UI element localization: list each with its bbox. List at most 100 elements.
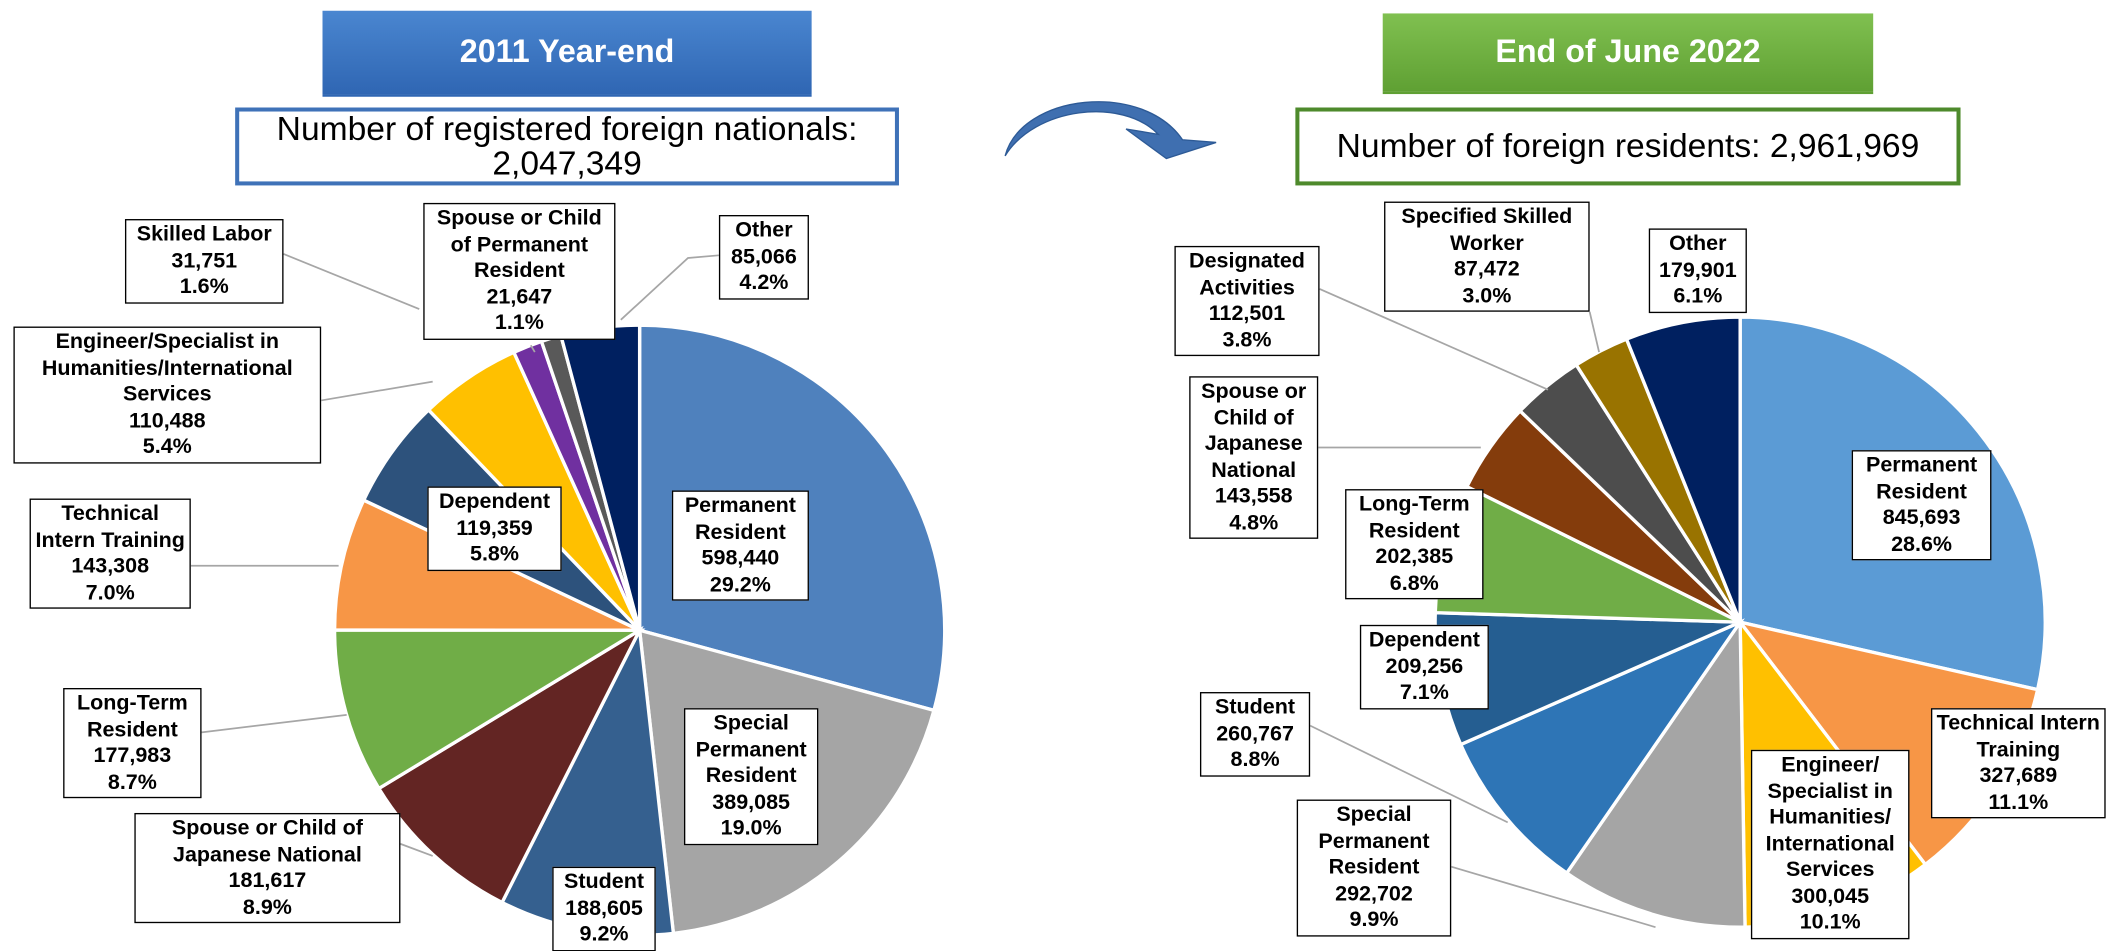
percent-label: 10.1% <box>1799 911 1861 934</box>
value-label: 179,901 <box>1658 258 1737 282</box>
value-label: 327,689 <box>1979 764 2058 788</box>
percent-label: 29.2% <box>709 573 771 596</box>
value-label: 119,359 <box>456 516 533 540</box>
value-label: 112,501 <box>1208 302 1286 326</box>
category-name: Dependent <box>1368 628 1480 652</box>
data-label: Dependent 119,359 5.8% <box>427 486 562 571</box>
leader-line <box>201 714 347 734</box>
category-name: Skilled Labor <box>136 223 272 246</box>
value-label: 85,066 <box>731 245 797 269</box>
value-label: 209,256 <box>1385 655 1464 678</box>
value-label: 188,605 <box>565 896 643 920</box>
category-name: Special Permanent Resident <box>1318 803 1430 879</box>
value-label: 300,045 <box>1791 884 1870 908</box>
leader-line <box>1319 288 1549 391</box>
category-name: Engineer/Specialist in Humanities/Intern… <box>41 330 293 406</box>
pie-slice <box>332 628 646 791</box>
data-label: Specified Skilled Worker 87,472 3.0% <box>1384 201 1590 312</box>
value-label: 260,767 <box>1216 722 1294 746</box>
value-label: 845,693 <box>1882 506 1961 530</box>
category-name: Spouse or Child of Japanese National <box>1201 380 1307 482</box>
percent-label: 11.1% <box>1988 790 2049 814</box>
leader-line <box>1588 311 1600 353</box>
value-label: 87,472 <box>1453 258 1520 281</box>
percent-label: 3.0% <box>1462 284 1512 308</box>
data-label: Other 85,066 4.2% <box>718 215 809 299</box>
pie-slice <box>1458 618 1745 876</box>
data-label: Spouse or Child of Permanent Resident 21,… <box>423 202 616 340</box>
data-label: Dependent 209,256 7.1% <box>1359 624 1489 709</box>
category-name: Spouse or Child of Permanent Resident <box>436 206 602 283</box>
data-label: Permanent Resident 845,693 28.6% <box>1851 450 1992 561</box>
pie-slice <box>1624 315 1742 623</box>
percent-label: 4.2% <box>739 271 789 295</box>
arrow <box>1004 101 1217 160</box>
category-name: Permanent Resident <box>684 494 796 544</box>
category-name: Engineer/ Specialist in Humanities/ Inte… <box>1765 753 1895 882</box>
category-name: Technical Intern Training <box>1936 712 2100 762</box>
value-label: 31,751 <box>171 249 238 273</box>
data-label: Engineer/ Specialist in Humanities/ Inte… <box>1750 749 1910 939</box>
leader-line <box>1309 724 1509 824</box>
data-label: Spouse or Child of Japanese National 181,… <box>134 812 401 924</box>
data-label: Spouse or Child of Japanese National 143,… <box>1189 376 1319 539</box>
data-label: Long-Term Resident 177,983 8.7% <box>63 688 202 799</box>
value-label: 177,983 <box>93 744 172 768</box>
percent-label: 9.2% <box>579 923 629 946</box>
value-label: 143,308 <box>71 554 150 578</box>
category-name: Student <box>563 870 645 894</box>
data-label: Student 260,767 8.8% <box>1199 692 1311 777</box>
percent-label: 1.6% <box>179 275 229 299</box>
percent-label: 8.8% <box>1230 748 1280 772</box>
percent-label: 5.8% <box>469 542 520 566</box>
category-name: Specified Skilled Worker <box>1401 205 1573 255</box>
value-label: 110,488 <box>129 409 206 433</box>
value-label: 292,702 <box>1335 882 1413 906</box>
percent-label: 8.7% <box>107 770 157 794</box>
category-name: Permanent Resident <box>1865 454 1978 504</box>
data-label: Technical Intern Training 143,308 7.0% <box>29 498 191 609</box>
chart-title: End of June 2022 <box>1382 13 1874 95</box>
category-name: Other <box>1669 232 1727 256</box>
category-name: Long-Term Resident <box>1358 493 1470 543</box>
percent-label: 7.1% <box>1399 681 1449 705</box>
percent-label: 28.6% <box>1891 532 1953 556</box>
data-label: Student 188,605 9.2% <box>552 866 656 951</box>
leader-line <box>1451 865 1656 929</box>
percent-label: 19.0% <box>720 817 782 840</box>
data-label: Special Permanent Resident 389,085 19.0% <box>683 708 819 845</box>
data-label: Designated Activities 112,501 3.8% <box>1174 245 1320 357</box>
percent-label: 8.9% <box>242 895 292 919</box>
pie-slice <box>1564 616 1747 929</box>
value-label: 598,440 <box>701 546 780 570</box>
category-name: Student <box>1215 696 1296 719</box>
subtitle-box: Number of registered foreign nationals: 2… <box>235 107 899 186</box>
category-name: Special Permanent Resident <box>695 712 807 788</box>
data-label: Skilled Labor 31,751 1.6% <box>124 219 284 304</box>
subtitle: Number of foreign residents: 2,961,969 <box>1336 127 1920 166</box>
data-label: Engineer/Specialist in Humanities/Intern… <box>13 326 322 463</box>
subtitle: Number of registered foreign nationals: <box>276 110 858 148</box>
value-label: 181,617 <box>228 869 307 893</box>
percent-label: 9.9% <box>1349 908 1399 932</box>
category-name: Dependent <box>438 490 551 514</box>
leader-line <box>321 380 433 402</box>
leader-line <box>400 843 433 857</box>
percent-label: 6.8% <box>1389 571 1439 595</box>
category-name: Long-Term Resident <box>77 692 188 742</box>
value-label: 389,085 <box>712 790 791 814</box>
category-name: Designated Activities <box>1189 249 1305 299</box>
category-name: Other <box>735 219 793 242</box>
percent-label: 7.0% <box>85 581 135 605</box>
percent-label: 5.4% <box>142 435 192 459</box>
chart-title: 2011 Year-end <box>322 10 812 97</box>
leader-line <box>283 253 420 310</box>
percent-label: 3.8% <box>1222 328 1272 352</box>
data-label: Long-Term Resident 202,385 6.8% <box>1345 489 1484 600</box>
value-label: 21,647 <box>486 285 553 309</box>
percent-label: 6.1% <box>1673 284 1723 308</box>
percent-label: 4.8% <box>1229 511 1279 535</box>
subtitle-box: Number of foreign residents: 2,961,969 <box>1295 107 1961 186</box>
